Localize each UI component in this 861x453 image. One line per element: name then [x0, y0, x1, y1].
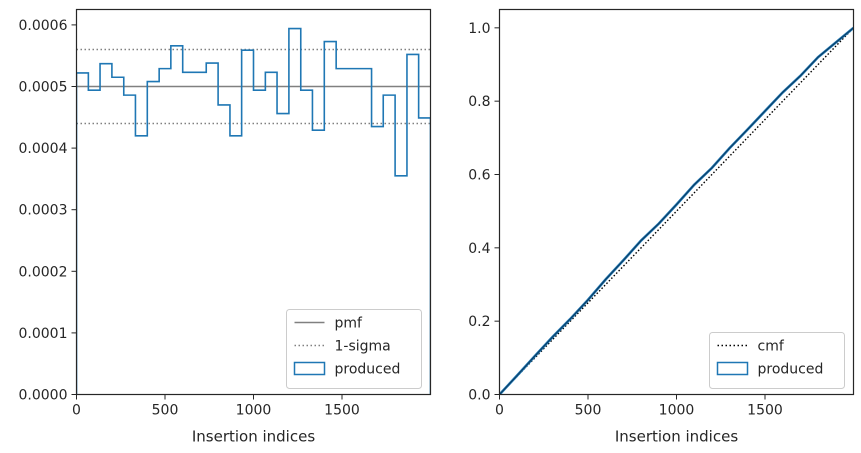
y-tick-label: 0.0002 [19, 264, 68, 280]
y-tick-label: 0.0000 [19, 388, 68, 404]
x-tick-label: 500 [575, 403, 602, 419]
cmf-line [499, 27, 854, 395]
legend-produced-swatch [293, 361, 326, 376]
x-tick-label: 1500 [747, 403, 783, 419]
legend-produced-label: produced [335, 362, 401, 378]
legend-cmf-label: cmf [758, 339, 785, 355]
y-tick-label: 0.0 [468, 388, 490, 404]
legend-produced-label: produced [758, 362, 824, 378]
x-tick-label: 500 [152, 403, 179, 419]
x-tick-label: 0 [495, 403, 504, 419]
y-tick-label: 0.0006 [19, 18, 68, 34]
legend-pmf-label: pmf [335, 316, 364, 332]
y-tick-label: 0.0001 [19, 326, 68, 342]
produced-step-series [76, 27, 431, 395]
y-tick-label: 0.0003 [19, 203, 68, 219]
x-axis-label: Insertion indices [192, 428, 315, 446]
plot-area [76, 27, 431, 395]
x-tick-label: 1500 [324, 403, 360, 419]
left-panel-pmf: 0 500 1000 1500 0.0000 0.0001 0.0002 0.0003 0.00… [19, 8, 432, 446]
x-axis-label: Insertion indices [615, 428, 738, 446]
legend-1-sigma-label: 1-sigma [335, 339, 391, 355]
y-tick-label: 0.2 [468, 314, 490, 330]
x-tick-label: 1000 [659, 403, 695, 419]
legend: cmf produced [709, 332, 845, 389]
x-tick-label: 0 [72, 403, 81, 419]
x-tick-label: 1000 [236, 403, 272, 419]
y-tick-label: 0.8 [468, 94, 490, 110]
y-tick-label: 0.4 [468, 241, 490, 257]
y-tick-label: 1.0 [468, 21, 490, 37]
legend-produced-swatch [716, 361, 749, 376]
legend-box [286, 309, 422, 389]
right-panel-cmf: 0 500 1000 1500 0.0 0.2 0.4 0.6 0.8 1.0 Insertion … [468, 8, 855, 446]
legend: pmf 1-sigma produced [286, 309, 422, 389]
plot-area [499, 26, 854, 395]
y-tick-label: 0.0004 [19, 141, 68, 157]
produced-cumulative-edge [499, 27, 854, 395]
y-tick-label: 0.6 [468, 168, 490, 184]
y-tick-label: 0.0005 [19, 80, 68, 96]
